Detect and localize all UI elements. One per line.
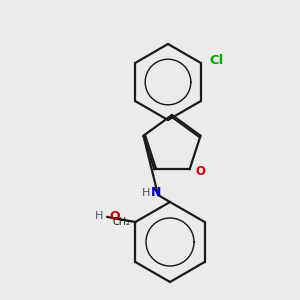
Text: H: H <box>95 211 103 221</box>
Text: N: N <box>151 187 161 200</box>
Text: Cl: Cl <box>209 53 223 67</box>
Text: CH₂: CH₂ <box>112 217 130 227</box>
Text: O: O <box>196 165 206 178</box>
Text: H: H <box>142 188 150 198</box>
Text: O: O <box>110 209 120 223</box>
